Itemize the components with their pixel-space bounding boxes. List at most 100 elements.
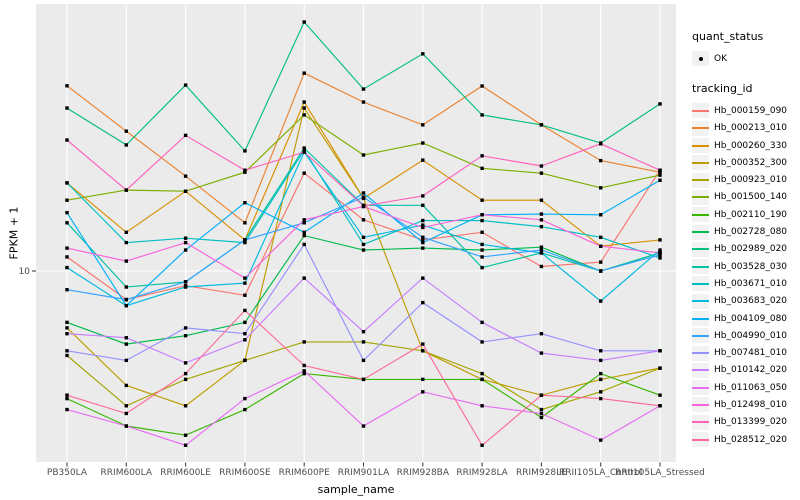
data-point bbox=[361, 340, 366, 344]
data-point bbox=[65, 288, 69, 292]
data-point bbox=[124, 383, 128, 388]
legend-item-quant-status-ok: OK bbox=[692, 50, 787, 67]
data-point bbox=[65, 221, 69, 225]
data-point bbox=[599, 244, 603, 248]
legend-item-label: Hb_001500_140 bbox=[714, 192, 788, 203]
series-color-line-icon bbox=[692, 231, 709, 234]
legend-key-box bbox=[692, 172, 709, 188]
data-point bbox=[421, 194, 425, 198]
data-point bbox=[480, 371, 484, 376]
data-point bbox=[183, 443, 188, 447]
data-point bbox=[658, 393, 662, 397]
legend-item-Hb_000159_090: Hb_000159_090 bbox=[692, 102, 787, 119]
data-point bbox=[65, 198, 69, 202]
data-point bbox=[361, 242, 366, 247]
data-point bbox=[243, 281, 247, 285]
legend-quant-status-title: quant_status bbox=[692, 30, 764, 43]
x-tick-label: RRIM901LA bbox=[338, 468, 390, 478]
data-point bbox=[243, 276, 247, 280]
legend-key-box bbox=[692, 120, 709, 136]
legend-item-label: OK bbox=[714, 53, 727, 64]
legend-key-box bbox=[692, 259, 709, 275]
data-point bbox=[480, 377, 484, 382]
data-point bbox=[65, 353, 69, 358]
legend-key-box bbox=[692, 241, 709, 257]
data-point bbox=[183, 433, 188, 437]
data-point bbox=[480, 213, 484, 217]
data-point bbox=[124, 358, 128, 363]
data-point bbox=[65, 396, 69, 401]
data-point bbox=[480, 404, 484, 408]
data-point bbox=[480, 218, 484, 223]
data-point bbox=[421, 52, 425, 56]
data-point bbox=[243, 407, 247, 412]
data-point bbox=[243, 293, 247, 297]
series-color-line-icon bbox=[692, 403, 709, 406]
series-color-line-icon bbox=[692, 109, 709, 112]
data-point bbox=[539, 264, 544, 269]
legend-item-Hb_000352_300: Hb_000352_300 bbox=[692, 154, 787, 171]
data-point bbox=[183, 404, 188, 408]
data-point bbox=[658, 168, 662, 172]
data-point bbox=[421, 276, 425, 280]
legend-key-box bbox=[692, 51, 709, 67]
legend-tracking-id-title: tracking_id bbox=[692, 82, 753, 96]
legend-item-Hb_002110_190: Hb_002110_190 bbox=[692, 206, 787, 223]
series-color-line-icon bbox=[692, 421, 709, 424]
data-point bbox=[599, 260, 603, 264]
data-point bbox=[243, 221, 247, 225]
data-point bbox=[65, 331, 69, 336]
x-tick-label: RRIM928LE bbox=[516, 468, 567, 478]
data-point bbox=[539, 248, 544, 252]
x-tick-label: PB350LA bbox=[47, 468, 88, 478]
legend-key-box bbox=[692, 397, 709, 413]
data-point bbox=[243, 338, 247, 342]
data-point bbox=[124, 259, 128, 263]
series-color-line-icon bbox=[692, 438, 709, 441]
data-point bbox=[421, 342, 425, 346]
axis-ticks bbox=[32, 270, 661, 467]
data-point bbox=[302, 371, 306, 376]
data-point bbox=[539, 251, 544, 255]
legend-item-Hb_001500_140: Hb_001500_140 bbox=[692, 189, 787, 206]
x-axis-title: sample_name bbox=[317, 483, 395, 496]
legend-item-label: Hb_002110_190 bbox=[714, 209, 788, 220]
series-color-line-icon bbox=[692, 265, 709, 268]
data-point bbox=[539, 171, 544, 175]
data-point bbox=[421, 225, 425, 230]
data-point bbox=[421, 238, 425, 242]
data-point bbox=[302, 276, 306, 280]
data-point bbox=[302, 148, 306, 152]
legend-item-Hb_003528_030: Hb_003528_030 bbox=[692, 258, 787, 275]
data-point bbox=[243, 168, 247, 172]
data-point bbox=[183, 248, 188, 252]
data-point bbox=[480, 166, 484, 171]
data-point bbox=[480, 443, 484, 447]
data-point bbox=[539, 224, 544, 229]
data-point bbox=[302, 242, 306, 247]
legend-key-box bbox=[692, 293, 709, 309]
data-point bbox=[124, 143, 128, 147]
data-point bbox=[539, 245, 544, 249]
x-tick-label: RRII105LA_Control bbox=[559, 468, 642, 478]
data-point bbox=[480, 340, 484, 344]
data-point bbox=[361, 204, 366, 208]
data-point bbox=[361, 153, 366, 157]
legend-item-label: Hb_000352_300 bbox=[714, 157, 788, 168]
data-point bbox=[480, 154, 484, 158]
data-point bbox=[421, 240, 425, 245]
data-point bbox=[658, 170, 662, 174]
data-point bbox=[421, 223, 425, 227]
data-point bbox=[183, 326, 188, 330]
data-point bbox=[302, 171, 306, 175]
data-point bbox=[65, 320, 69, 325]
data-point bbox=[243, 396, 247, 401]
legend-item-Hb_000260_330: Hb_000260_330 bbox=[692, 137, 787, 154]
data-point bbox=[302, 218, 306, 222]
legend-item-Hb_010142_020: Hb_010142_020 bbox=[692, 362, 787, 379]
data-point bbox=[183, 333, 188, 338]
x-tick-label: RRIM600LE bbox=[160, 468, 211, 478]
data-point bbox=[539, 411, 544, 416]
data-point bbox=[480, 113, 484, 117]
y-axis-title: FPKM + 1 bbox=[7, 206, 21, 260]
